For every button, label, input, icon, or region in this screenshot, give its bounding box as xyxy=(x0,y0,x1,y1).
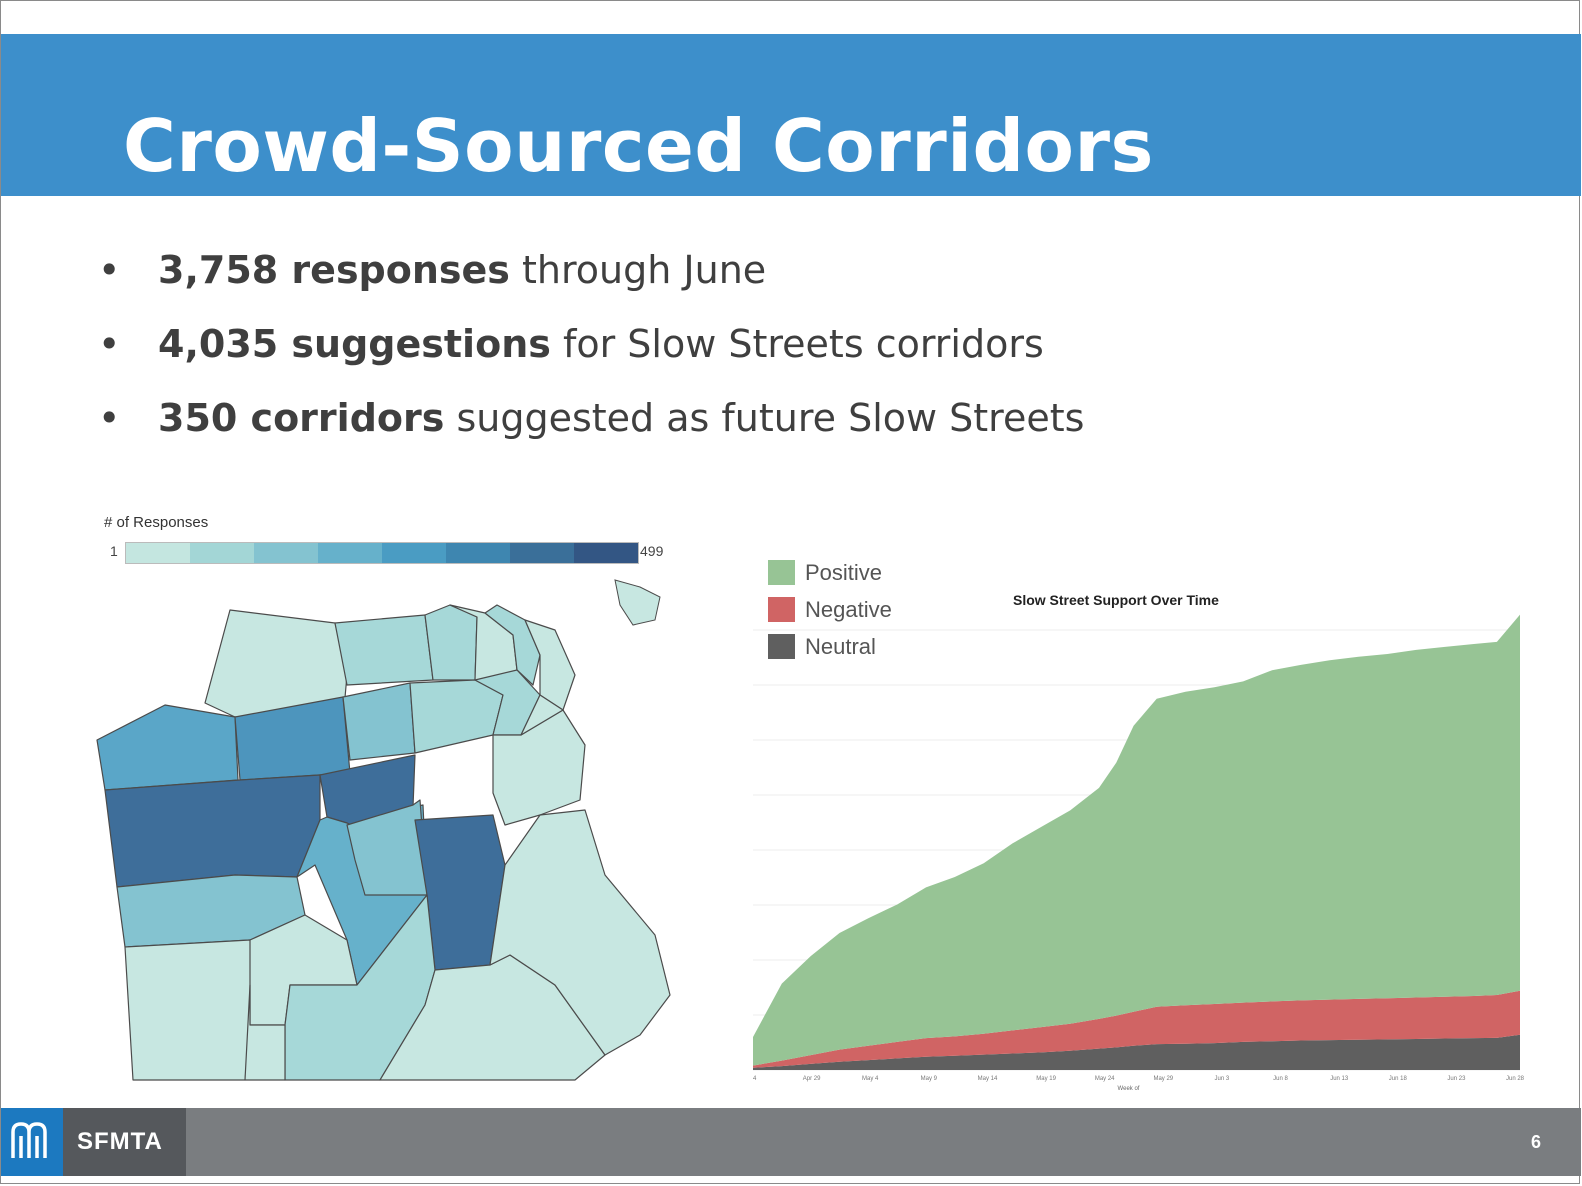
scale-step xyxy=(574,543,638,563)
area-series-positive xyxy=(753,614,1520,1066)
area-series-neutral xyxy=(753,1034,1520,1070)
map-district xyxy=(409,679,504,754)
support-area-chart: 4 Apr 29 May 4 May 9 May 14 May 19 May 24 May 2… xyxy=(753,614,1525,1092)
scale-step xyxy=(382,543,446,563)
logo-text-box: SFMTA xyxy=(63,1108,186,1176)
x-tick-label: 4 xyxy=(753,1076,757,1082)
scale-step xyxy=(318,543,382,563)
x-tick-label: May 24 xyxy=(1095,1076,1115,1082)
x-tick-label: Jun 28 xyxy=(1506,1076,1525,1082)
chart-legend: Positive Negative Neutral xyxy=(768,560,968,671)
legend-item: Negative xyxy=(768,597,968,634)
x-tick-label: May 4 xyxy=(862,1076,879,1082)
scale-step xyxy=(254,543,318,563)
sfmta-logo-icon xyxy=(11,1122,47,1158)
map-scale-min: 1 xyxy=(110,543,118,559)
x-tick-label: Jun 13 xyxy=(1330,1076,1349,1082)
legend-item: Positive xyxy=(768,560,968,597)
treasure-island xyxy=(614,579,661,626)
bullet-dot: • xyxy=(98,322,121,366)
x-tick-label: May 9 xyxy=(921,1076,938,1082)
legend-swatch xyxy=(768,597,795,622)
bullet-text: suggested as future Slow Streets xyxy=(444,396,1085,440)
bullet-dot: • xyxy=(98,396,121,440)
x-tick-label: May 29 xyxy=(1153,1076,1173,1082)
x-tick-label: Jun 23 xyxy=(1447,1076,1466,1082)
x-tick-label: May 14 xyxy=(978,1076,998,1082)
legend-swatch xyxy=(768,634,795,659)
page-number: 6 xyxy=(1530,1132,1541,1152)
bullet-highlight: 3,758 responses xyxy=(158,248,510,292)
sfmta-logo xyxy=(1,1108,63,1176)
sf-district-map xyxy=(96,579,671,1081)
logo-text: SFMTA xyxy=(77,1128,163,1155)
map-district xyxy=(489,809,671,1056)
map-district xyxy=(484,604,541,686)
map-district xyxy=(244,984,286,1081)
slide-title: Crowd-Sourced Corridors xyxy=(123,104,1154,188)
bullet-highlight: 4,035 suggestions xyxy=(158,322,551,366)
title-bar: Crowd-Sourced Corridors xyxy=(1,34,1581,196)
map-district xyxy=(104,774,321,888)
legend-swatch xyxy=(768,560,795,585)
map-scale-max: 499 xyxy=(640,543,664,559)
bullet-text: for Slow Streets corridors xyxy=(550,322,1044,366)
legend-label: Neutral xyxy=(805,634,876,659)
map-district xyxy=(334,614,434,686)
map-district xyxy=(96,704,239,791)
map-district xyxy=(424,604,478,681)
legend-item: Neutral xyxy=(768,634,968,671)
legend-label: Positive xyxy=(805,560,883,585)
area-series-negative xyxy=(753,990,1520,1068)
scale-step xyxy=(126,543,190,563)
bullet-text: through June xyxy=(509,248,767,292)
map-district xyxy=(342,682,416,761)
scale-step xyxy=(190,543,254,563)
x-axis-label: Week of xyxy=(1118,1086,1140,1092)
map-legend-title: # of Responses xyxy=(104,514,209,531)
x-tick-label: Jun 8 xyxy=(1273,1076,1288,1082)
x-tick-label: Apr 29 xyxy=(803,1076,821,1082)
scale-step xyxy=(510,543,574,563)
map-district xyxy=(124,939,256,1081)
chart-title: Slow Street Support Over Time xyxy=(1013,592,1219,608)
x-tick-label: Jun 3 xyxy=(1215,1076,1230,1082)
map-color-scale xyxy=(125,542,639,564)
x-tick-label: Jun 18 xyxy=(1389,1076,1408,1082)
bullet-dot: • xyxy=(98,248,121,292)
legend-label: Negative xyxy=(805,597,892,622)
footer-bar: SFMTA 6 xyxy=(1,1108,1581,1176)
bullet-highlight: 350 corridors xyxy=(158,396,445,440)
scale-step xyxy=(446,543,510,563)
map-district xyxy=(520,694,564,736)
x-tick-label: May 19 xyxy=(1036,1076,1056,1082)
